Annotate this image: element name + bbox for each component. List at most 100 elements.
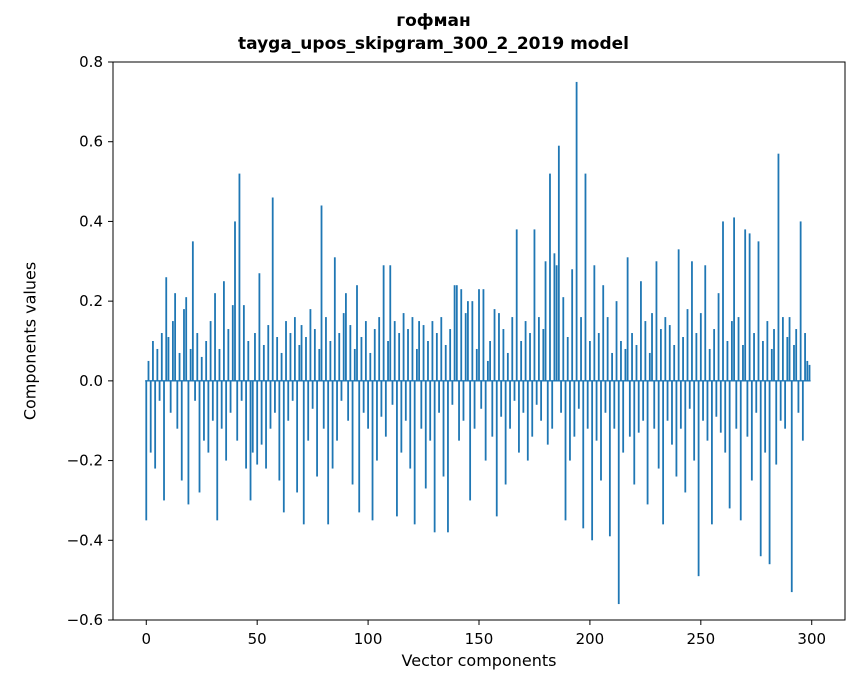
bar: [183, 309, 185, 381]
bar: [653, 380, 656, 429]
bar: [194, 380, 196, 401]
bar: [662, 380, 665, 525]
bar: [484, 380, 487, 461]
bar: [491, 380, 494, 437]
bar: [546, 380, 549, 445]
x-tick-label: 250: [686, 630, 715, 648]
bar: [486, 360, 489, 381]
bar: [633, 380, 636, 485]
bar: [387, 341, 389, 381]
y-tick-label: 0.2: [79, 292, 103, 310]
bar: [185, 297, 188, 381]
bar: [382, 265, 385, 381]
bar: [278, 380, 281, 481]
bar: [282, 380, 285, 513]
bar: [677, 249, 680, 381]
bar: [779, 380, 782, 421]
bar: [411, 317, 414, 381]
bar: [722, 221, 724, 381]
bar: [167, 337, 170, 381]
bar: [467, 301, 469, 381]
bar: [271, 197, 274, 381]
bar: [373, 329, 376, 381]
bar: [415, 348, 418, 381]
bar: [231, 305, 234, 381]
bar: [533, 229, 536, 381]
bar: [152, 341, 154, 381]
bar: [171, 321, 174, 381]
bar: [753, 333, 755, 381]
bar: [744, 229, 747, 381]
bar: [160, 333, 163, 381]
bar: [768, 380, 771, 565]
bar: [453, 285, 456, 381]
bar: [320, 205, 323, 381]
bar: [482, 289, 485, 381]
bar: [642, 380, 645, 421]
bar: [427, 341, 429, 381]
bar: [797, 380, 800, 413]
bar: [595, 380, 598, 441]
bar: [715, 380, 718, 417]
bar: [549, 173, 551, 381]
bar: [340, 380, 343, 401]
bar: [333, 257, 336, 381]
bar: [296, 380, 299, 493]
bar: [668, 325, 671, 381]
bar: [285, 321, 287, 381]
x-tick-label: 0: [141, 630, 151, 648]
bar: [495, 380, 498, 517]
bar: [393, 321, 396, 381]
bar: [737, 317, 740, 381]
bar: [391, 380, 394, 405]
bar: [762, 341, 764, 381]
bar: [331, 380, 334, 469]
bar: [788, 317, 791, 381]
bar: [147, 360, 150, 381]
bar: [360, 337, 363, 381]
bar: [520, 341, 523, 381]
bar: [376, 380, 378, 461]
bar: [600, 380, 602, 481]
bar: [311, 380, 314, 409]
bar: [664, 317, 667, 381]
bar: [211, 380, 214, 421]
bar: [389, 265, 392, 381]
bar: [238, 173, 241, 381]
bar: [220, 380, 223, 429]
bar: [693, 380, 696, 461]
bar: [442, 380, 445, 477]
bar: [719, 380, 722, 433]
bar: [684, 380, 687, 493]
bar: [624, 348, 627, 381]
bar: [580, 317, 582, 381]
bar: [478, 289, 480, 381]
bar: [793, 344, 795, 381]
bar: [291, 380, 294, 401]
bar: [726, 341, 729, 381]
bar: [327, 380, 330, 525]
bar: [697, 380, 700, 577]
bar: [566, 337, 569, 381]
bar: [702, 380, 704, 421]
bar: [708, 348, 711, 381]
bar: [766, 321, 769, 381]
bar: [640, 281, 642, 381]
bar: [551, 380, 554, 429]
bar: [345, 293, 347, 381]
bar: [724, 380, 727, 453]
bar: [431, 321, 434, 381]
x-tick-label: 150: [465, 630, 494, 648]
bar: [158, 380, 161, 401]
bar: [178, 352, 181, 381]
bar: [451, 380, 454, 405]
bar: [591, 380, 594, 541]
bar: [369, 352, 372, 381]
bar: [524, 321, 527, 381]
bar: [777, 153, 780, 381]
bar: [739, 380, 742, 521]
bar: [675, 380, 678, 477]
bar: [424, 380, 427, 489]
bar: [247, 341, 250, 381]
bar: [260, 380, 263, 445]
